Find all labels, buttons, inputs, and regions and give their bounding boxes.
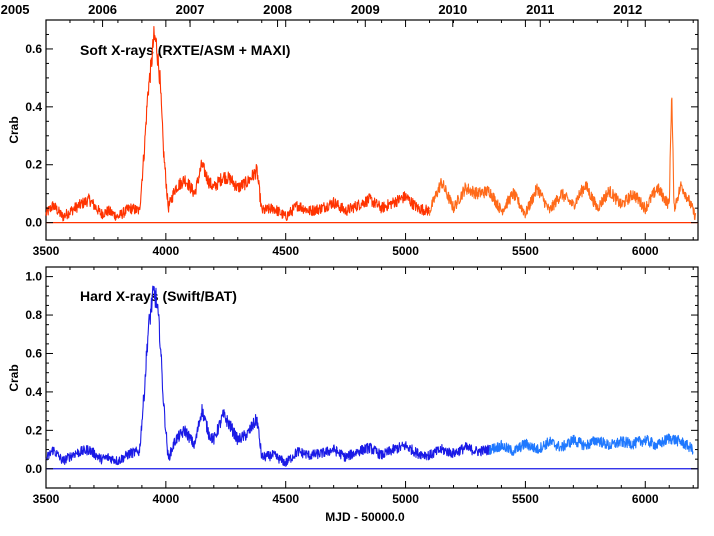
hard-x-tick-label: 6000 [632,492,659,506]
hard-x-tick-label: 5000 [392,492,419,506]
hard-y-tick-label: 1.0 [25,270,42,284]
hard-plot-frame [45,266,699,489]
soft-y-tick-label: 0.6 [25,42,42,56]
soft-x-tick-label: 6000 [632,244,659,258]
hard-series-2-line [488,433,694,456]
hard-x-tick-label: 3500 [33,492,60,506]
soft-y-axis-label: Crab [7,116,21,143]
hard-y-axis-label: Crab [7,364,21,391]
soft-x-tick-label: 5000 [392,244,419,258]
top-year-label: 2009 [351,2,380,17]
top-year-label: 2006 [88,2,117,17]
hard-x-tick-label: 4500 [272,492,299,506]
soft-y-tick-label: 0.2 [25,158,42,172]
hard-xray-panel: 3500 4000 4500 5000 5500 6000 0.0 0.2 0.4 0.6 0.8 1… [7,266,699,506]
hard-y-tick-label: 0.8 [25,308,42,322]
soft-plot-frame [45,19,699,241]
top-year-label: 2007 [176,2,205,17]
top-year-label: 2011 [526,2,554,17]
hard-y-tick-label: 0.0 [25,462,42,476]
top-year-label: 2008 [263,2,292,17]
soft-x-tick-label: 3500 [33,244,60,258]
hard-y-tick-label: 0.4 [25,385,42,399]
hard-panel-title: Hard X-rays (Swift/BAT) [80,288,237,304]
hard-y-tick-label: 0.2 [25,423,42,437]
soft-panel-title: Soft X-rays (RXTE/ASM + MAXI) [80,42,290,58]
soft-xray-panel: 3500 4000 4500 5000 5500 6000 0.0 0.2 0.4 0.6 Crab… [1,2,699,258]
soft-x-tick-label: 4000 [153,244,180,258]
top-year-label: 2010 [438,2,467,17]
hard-y-tick-label: 0.6 [25,346,42,360]
soft-series-1-line [45,25,430,222]
top-year-label: 2005 [1,2,30,17]
soft-x-tick-label: 5500 [512,244,539,258]
hard-x-tick-label: 4000 [153,492,180,506]
soft-x-tick-label: 4500 [272,244,299,258]
soft-y-tick-label: 0.0 [25,216,42,230]
hard-x-tick-label: 5500 [512,492,539,506]
soft-series-2-line [428,97,697,221]
top-year-label: 2012 [613,2,642,17]
hard-series-1-line [45,285,490,467]
x-axis-label: MJD - 50000.0 [325,510,405,524]
soft-y-tick-label: 0.4 [25,100,42,114]
